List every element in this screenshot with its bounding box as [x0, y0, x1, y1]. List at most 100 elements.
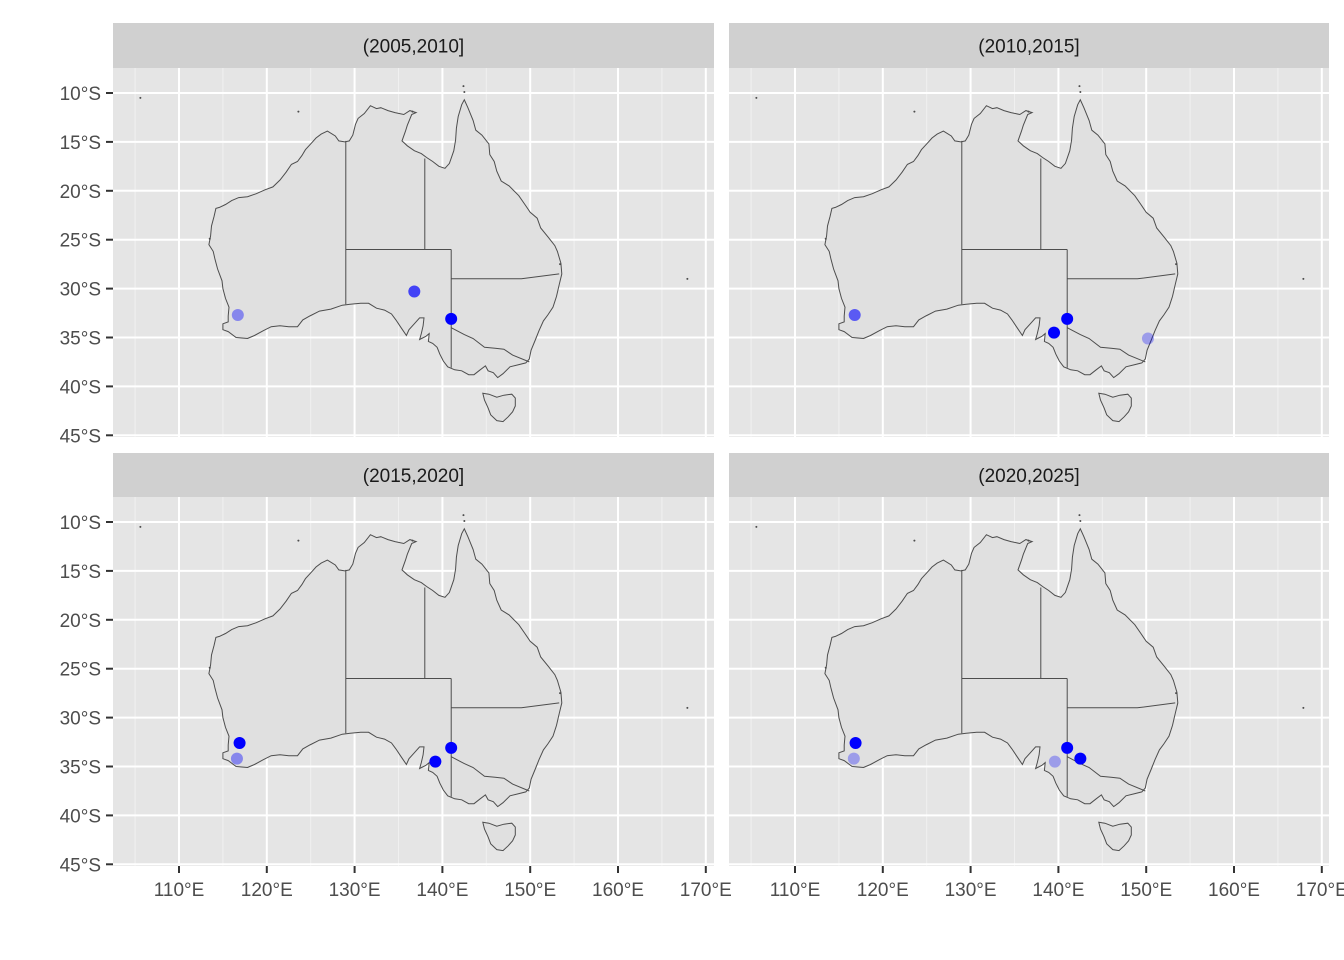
- data-point: [1061, 741, 1074, 754]
- y-tick-label: 45°S: [60, 855, 101, 876]
- data-point: [1061, 312, 1074, 325]
- facet-strip-label: (2015,2020]: [363, 466, 464, 487]
- island: [411, 110, 414, 113]
- x-tick-label: 170°E: [1296, 880, 1344, 901]
- data-point: [408, 285, 421, 298]
- state-border: [1067, 273, 1176, 280]
- island: [824, 666, 827, 669]
- data-point: [1141, 332, 1154, 345]
- tasmania: [1098, 392, 1132, 423]
- island: [139, 96, 142, 99]
- island: [755, 525, 758, 528]
- state-border: [451, 702, 560, 709]
- island: [297, 110, 300, 113]
- island: [913, 539, 916, 542]
- data-point: [1074, 752, 1087, 765]
- data-point: [1048, 755, 1061, 768]
- panel-content: [113, 497, 714, 866]
- island: [1027, 539, 1030, 542]
- x-tick-label: 150°E: [504, 880, 556, 901]
- state-border: [1066, 327, 1146, 363]
- island: [1079, 520, 1082, 523]
- island: [824, 237, 827, 240]
- data-point: [1048, 326, 1061, 339]
- island: [913, 110, 916, 113]
- x-tick-label: 160°E: [592, 880, 644, 901]
- island: [462, 514, 465, 517]
- island: [1027, 110, 1030, 113]
- data-point: [848, 309, 861, 322]
- data-point: [445, 312, 458, 325]
- data-point: [230, 752, 243, 765]
- facet-strip-label: (2020,2025]: [978, 466, 1079, 487]
- facet-panel: (2015,2020]: [113, 453, 714, 866]
- x-tick-label: 170°E: [680, 880, 732, 901]
- y-axis-bottom-row: 10°S 15°S 20°S 25°S 30°S 35°S 40°S 45°S: [60, 513, 113, 876]
- facet-panel: (2010,2015]: [729, 23, 1329, 437]
- state-border: [1067, 702, 1176, 709]
- y-axis-top-row: 10°S 15°S 20°S 25°S 30°S 35°S 40°S 45°S: [60, 84, 113, 447]
- island: [411, 539, 414, 542]
- y-tick-label: 20°S: [60, 182, 101, 203]
- facet-strip: [729, 23, 1329, 68]
- island: [559, 692, 562, 695]
- y-tick-label: 10°S: [60, 513, 101, 534]
- y-tick-label: 25°S: [60, 231, 101, 252]
- island: [559, 263, 562, 266]
- y-tick-label: 30°S: [60, 280, 101, 301]
- x-tick-label: 140°E: [416, 880, 468, 901]
- y-tick-label: 40°S: [60, 806, 101, 827]
- island: [686, 706, 689, 709]
- x-tick-label: 160°E: [1208, 880, 1260, 901]
- y-tick-label: 10°S: [60, 84, 101, 105]
- x-tick-label: 110°E: [154, 880, 205, 901]
- island: [1078, 514, 1081, 517]
- y-tick-label: 45°S: [60, 426, 101, 447]
- facet-strip-label: (2005,2010]: [363, 37, 464, 58]
- data-point: [847, 752, 860, 765]
- x-tick-label: 130°E: [329, 880, 381, 901]
- x-tick-label: 150°E: [1120, 880, 1172, 901]
- data-point: [231, 309, 244, 322]
- island: [1078, 85, 1081, 88]
- x-tick-label: 140°E: [1032, 880, 1084, 901]
- y-tick-label: 35°S: [60, 329, 101, 350]
- facet-strip: [113, 23, 714, 68]
- data-point: [445, 741, 458, 754]
- y-tick-label: 15°S: [60, 133, 101, 154]
- y-tick-label: 35°S: [60, 758, 101, 779]
- island: [1302, 277, 1305, 280]
- island: [1175, 263, 1178, 266]
- island: [1302, 706, 1305, 709]
- y-tick-label: 20°S: [60, 611, 101, 632]
- island: [463, 91, 466, 94]
- facet-panel: (2020,2025]: [729, 453, 1329, 866]
- panel-content: [729, 68, 1329, 437]
- state-border: [450, 756, 530, 792]
- facet-panel: (2005,2010]: [113, 23, 714, 437]
- state-border: [451, 273, 560, 280]
- island: [462, 85, 465, 88]
- australia-mainland: [824, 98, 1179, 379]
- island: [208, 666, 211, 669]
- panel-content: [113, 68, 714, 437]
- island: [208, 237, 211, 240]
- island: [1175, 692, 1178, 695]
- tasmania: [1098, 821, 1132, 852]
- y-tick-label: 30°S: [60, 709, 101, 730]
- facet-strip: [113, 453, 714, 497]
- panel-content: [729, 497, 1329, 866]
- tasmania: [482, 821, 516, 852]
- facet-panels: (2005,2010] (2010,2015] (2015,2020] (2020,2…: [113, 23, 1329, 866]
- state-border: [450, 327, 530, 363]
- island: [463, 520, 466, 523]
- x-tick-label: 110°E: [770, 880, 821, 901]
- y-tick-label: 40°S: [60, 377, 101, 398]
- x-tick-label: 130°E: [945, 880, 997, 901]
- x-axis-right-column: 110°E 120°E 130°E 140°E 150°E 160°E 170°E: [770, 866, 1344, 901]
- island: [297, 539, 300, 542]
- facet-strip: [729, 453, 1329, 497]
- island: [686, 277, 689, 280]
- facet-strip-label: (2010,2015]: [978, 37, 1079, 58]
